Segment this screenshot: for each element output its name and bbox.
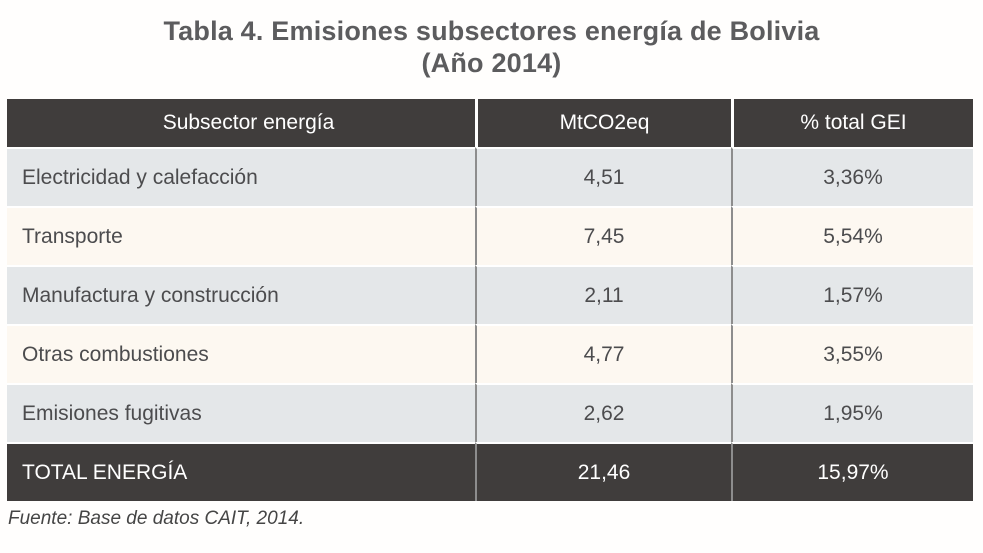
row-value-pct: 5,54% [731,206,973,265]
row-value-pct: 1,95% [731,383,973,442]
table-row-otras-combustiones: Otras combustiones 4,77 3,55% [7,324,973,383]
total-value-mtco2eq: 21,46 [475,442,731,501]
row-value-mtco2eq: 4,51 [475,147,731,206]
page-title-line2: (Año 2014) [421,47,562,78]
row-value-pct: 3,36% [731,147,973,206]
row-value-pct: 1,57% [731,265,973,324]
total-value-pct: 15,97% [731,442,973,501]
row-label: Manufactura y construcción [7,265,475,324]
table-row-electricidad: Electricidad y calefacción 4,51 3,36% [7,147,973,206]
emissions-table: Subsector energía MtCO2eq % total GEI El… [7,99,973,501]
total-row: TOTAL ENERGÍA 21,46 15,97% [7,442,973,501]
row-label: Transporte [7,206,475,265]
column-header-pct-gei: % total GEI [731,99,973,147]
row-value-mtco2eq: 7,45 [475,206,731,265]
table-body: Electricidad y calefacción 4,51 3,36% Tr… [7,147,973,442]
row-value-mtco2eq: 2,11 [475,265,731,324]
row-label: Emisiones fugitivas [7,383,475,442]
row-value-mtco2eq: 4,77 [475,324,731,383]
table-row-emisiones-fugitivas: Emisiones fugitivas 2,62 1,95% [7,383,973,442]
row-label: Otras combustiones [7,324,475,383]
header-row: Subsector energía MtCO2eq % total GEI [7,99,973,147]
column-header-mtco2eq: MtCO2eq [475,99,731,147]
column-header-subsector: Subsector energía [7,99,475,147]
table-footer: TOTAL ENERGÍA 21,46 15,97% [7,442,973,501]
table-row-manufactura: Manufactura y construcción 2,11 1,57% [7,265,973,324]
page-title-line1: Tabla 4. Emisiones subsectores energía d… [163,16,820,46]
row-label: Electricidad y calefacción [7,147,475,206]
table-row-transporte: Transporte 7,45 5,54% [7,206,973,265]
source-note: Fuente: Base de datos CAIT, 2014. [8,508,305,529]
table-header: Subsector energía MtCO2eq % total GEI [7,99,973,147]
row-value-mtco2eq: 2,62 [475,383,731,442]
total-label: TOTAL ENERGÍA [7,442,475,501]
page-title: Tabla 4. Emisiones subsectores energía d… [10,16,973,80]
row-value-pct: 3,55% [731,324,973,383]
